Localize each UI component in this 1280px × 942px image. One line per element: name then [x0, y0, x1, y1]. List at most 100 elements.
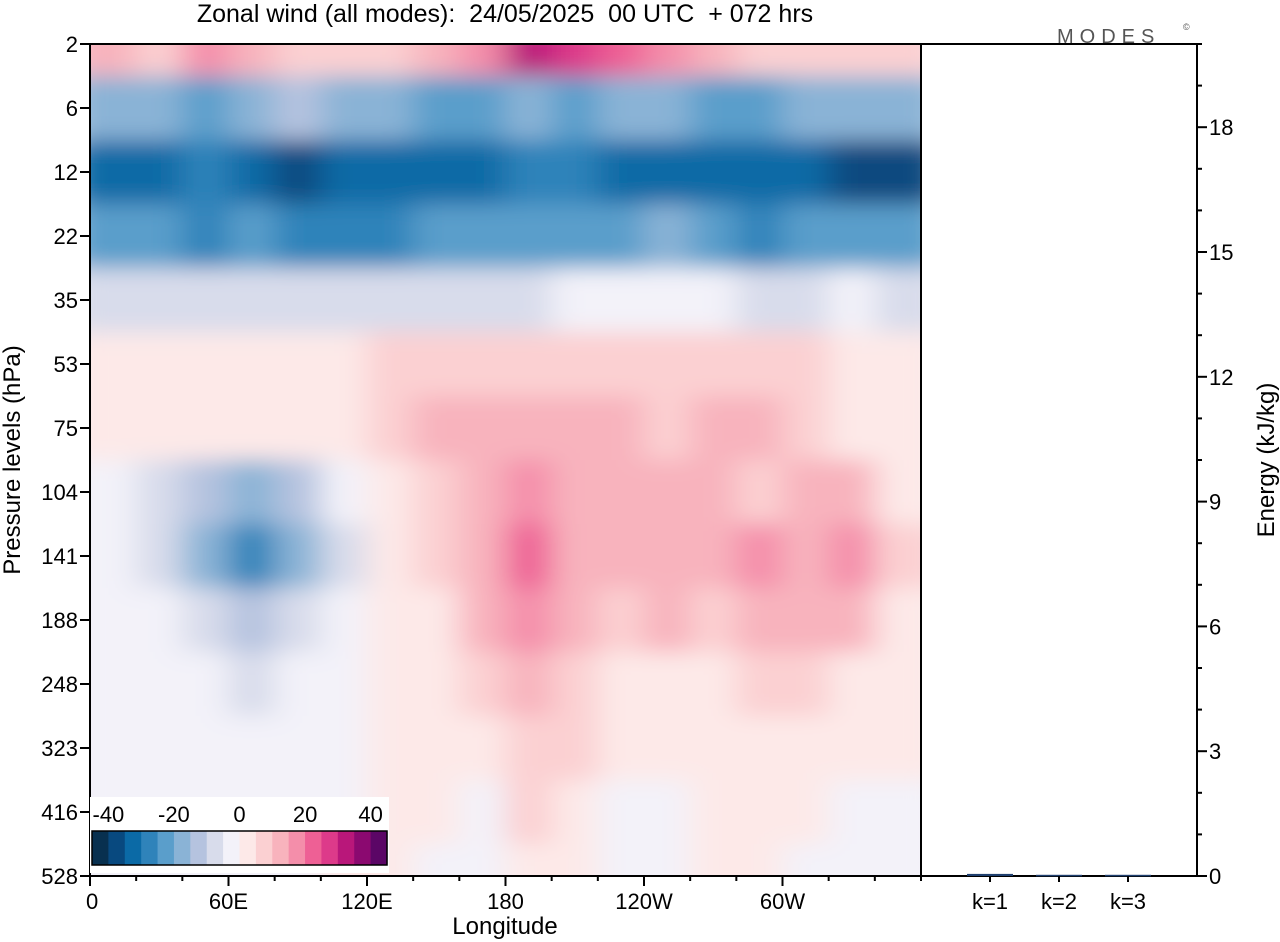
- heatmap-cell: [320, 204, 368, 269]
- heatmap-cell: [690, 844, 738, 876]
- heatmap-cell: [90, 268, 138, 333]
- heatmap-cell: [274, 524, 322, 589]
- energy-bar-k=2: [1036, 874, 1082, 877]
- heatmap-cell: [459, 204, 507, 269]
- heatmap-cell: [136, 140, 184, 205]
- heatmap-cell: [874, 44, 921, 77]
- heatmap-cell: [413, 588, 461, 653]
- heatmap-cell: [136, 44, 184, 77]
- heatmap-cell: [90, 396, 138, 461]
- heatmap-cell: [736, 76, 784, 141]
- energy-tick-label: 9: [1209, 490, 1221, 515]
- heatmap-cell: [413, 204, 461, 269]
- heatmap-cell: [597, 716, 645, 781]
- heatmap-cell: [90, 716, 138, 781]
- heatmap-cell: [690, 44, 738, 77]
- heatmap-cell: [320, 268, 368, 333]
- heatmap-cell: [413, 76, 461, 141]
- colorbar-swatch: [239, 831, 257, 865]
- heatmap-cell: [597, 588, 645, 653]
- heatmap-cell: [136, 524, 184, 589]
- heatmap-cell: [459, 44, 507, 77]
- colorbar-tick-label: 0: [233, 802, 245, 827]
- x-tick-label: 60W: [760, 889, 805, 914]
- heatmap-cell: [874, 460, 921, 525]
- heatmap-cell: [459, 140, 507, 205]
- heatmap-cell: [367, 140, 415, 205]
- heatmap-cell: [136, 76, 184, 141]
- heatmap-cell: [413, 524, 461, 589]
- heatmap-cell: [90, 652, 138, 717]
- heatmap-cell: [505, 524, 553, 589]
- heatmap-cell: [182, 716, 230, 781]
- heatmap-cell: [690, 780, 738, 845]
- y-tick-label: 141: [41, 544, 78, 569]
- heatmap-cell: [874, 716, 921, 781]
- heatmap-cell: [228, 204, 276, 269]
- heatmap-cell: [367, 396, 415, 461]
- heatmap-cell: [367, 460, 415, 525]
- heatmap-cell: [597, 396, 645, 461]
- heatmap-cell: [690, 716, 738, 781]
- heatmap-cell: [782, 844, 830, 876]
- heatmap-cell: [551, 76, 599, 141]
- heatmap-cell: [644, 44, 692, 77]
- heatmap-cell: [597, 844, 645, 876]
- heatmap-cell: [413, 716, 461, 781]
- heatmap-cell: [736, 460, 784, 525]
- y-tick-label: 528: [41, 864, 78, 889]
- energy-axis-label: Energy (kJ/kg): [1253, 383, 1280, 538]
- heatmap-cell: [320, 396, 368, 461]
- colorbar-swatch: [108, 831, 126, 865]
- heatmap-cell: [505, 332, 553, 397]
- heatmap-cell: [182, 44, 230, 77]
- heatmap-cell: [367, 268, 415, 333]
- heatmap-cell: [228, 524, 276, 589]
- heatmap-cell: [782, 396, 830, 461]
- heatmap-cell: [505, 396, 553, 461]
- chart-title: Zonal wind (all modes): 24/05/2025 00 UT…: [197, 0, 813, 28]
- energy-tick-label: 12: [1209, 365, 1233, 390]
- heatmap-cell: [320, 652, 368, 717]
- heatmap-cell: [182, 524, 230, 589]
- heatmap-cell: [551, 268, 599, 333]
- heatmap-cell: [90, 524, 138, 589]
- heatmap-cell: [182, 332, 230, 397]
- heatmap-cell: [874, 844, 921, 876]
- heatmap-cell: [136, 268, 184, 333]
- heatmap-cell: [367, 76, 415, 141]
- mode-tick-label: k=3: [1110, 889, 1146, 914]
- heatmap-cell: [274, 652, 322, 717]
- colorbar-swatch: [337, 831, 355, 865]
- colorbar-swatch: [321, 831, 339, 865]
- heatmap-cell: [551, 332, 599, 397]
- heatmap-cell: [182, 204, 230, 269]
- heatmap-cell: [459, 588, 507, 653]
- heatmap-cell: [551, 204, 599, 269]
- heatmap-cell: [459, 268, 507, 333]
- heatmap-cell: [597, 268, 645, 333]
- heatmap-cell: [505, 716, 553, 781]
- heatmap-cell: [459, 524, 507, 589]
- y-tick-label: 12: [54, 160, 78, 185]
- heatmap-cell: [228, 588, 276, 653]
- heatmap-cell: [690, 332, 738, 397]
- heatmap-cell: [874, 524, 921, 589]
- heatmap-cell: [736, 844, 784, 876]
- heatmap-cell: [459, 844, 507, 876]
- heatmap-cell: [136, 460, 184, 525]
- heatmap-cell: [320, 588, 368, 653]
- y-tick-label: 323: [41, 736, 78, 761]
- colorbar-frame: [91, 830, 388, 866]
- heatmap-cell: [644, 140, 692, 205]
- heatmap-cell: [690, 268, 738, 333]
- heatmap-cell: [551, 44, 599, 77]
- heatmap-cell: [597, 140, 645, 205]
- heatmap-cell: [644, 460, 692, 525]
- colorbar-swatch: [206, 831, 224, 865]
- colorbar-tick-label: -20: [158, 802, 190, 827]
- heatmap-cell: [136, 652, 184, 717]
- heatmap-cell: [182, 268, 230, 333]
- heatmap-cell: [413, 332, 461, 397]
- heatmap-cell: [644, 204, 692, 269]
